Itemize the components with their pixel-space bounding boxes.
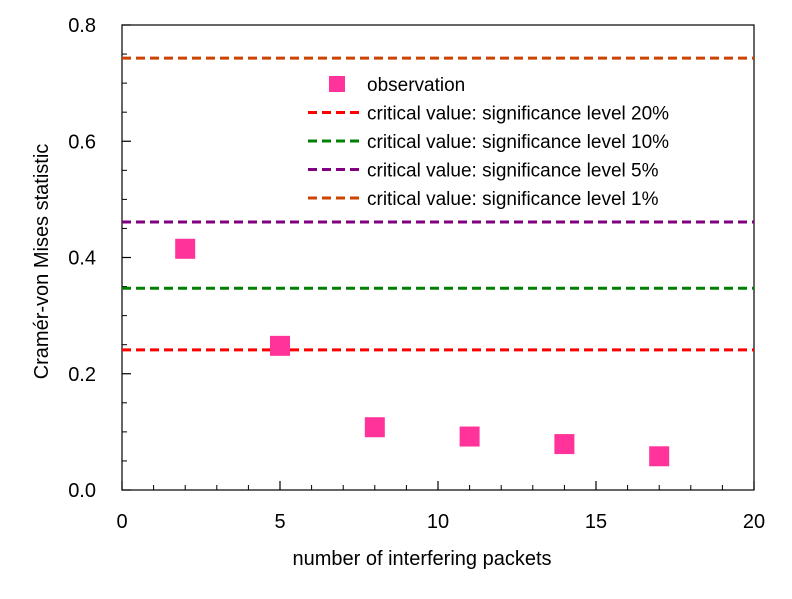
legend-label: critical value: significance level 5% [367, 161, 659, 182]
x-tick-label: 15 [585, 511, 607, 533]
legend: observation critical value: significance … [308, 75, 669, 210]
y-tick-label: 0.8 [68, 15, 96, 37]
y-axis-ticks: 0.0 0.2 0.4 0.6 0.8 [68, 15, 131, 502]
legend-label: observation [367, 75, 465, 96]
x-axis-title: number of interfering packets [292, 548, 551, 570]
x-tick-label: 0 [116, 511, 127, 533]
x-tick-label: 10 [427, 511, 449, 533]
observation-points [175, 238, 670, 467]
y-tick-label: 0.0 [68, 480, 96, 502]
legend-label: critical value: significance level 20% [367, 104, 669, 125]
observation-point [175, 238, 196, 259]
y-tick-label: 0.6 [68, 131, 96, 153]
legend-item: observation [329, 75, 465, 96]
observation-point [554, 434, 575, 455]
legend-item: critical value: significance level 5% [308, 161, 659, 182]
observation-point [459, 426, 480, 447]
observation-point [270, 335, 290, 356]
y-tick-label: 0.2 [68, 364, 96, 386]
critical-value-lines [122, 56, 754, 352]
x-axis-ticks: 0 5 10 15 20 [116, 481, 765, 533]
legend-label: critical value: significance level 1% [367, 189, 659, 210]
legend-item: critical value: significance level 1% [308, 189, 659, 210]
legend-marker [329, 76, 345, 92]
x-tick-label: 20 [743, 511, 765, 533]
observation-point [649, 446, 670, 467]
x-tick-label: 5 [274, 511, 285, 533]
legend-label: critical value: significance level 10% [367, 132, 669, 153]
minor-ticks [122, 53, 723, 490]
y-tick-label: 0.4 [68, 248, 96, 270]
legend-item: critical value: significance level 20% [308, 104, 669, 125]
observation-point [364, 417, 385, 438]
y-axis-title: Cramér-von Mises statistic [31, 144, 53, 380]
legend-item: critical value: significance level 10% [308, 132, 669, 153]
